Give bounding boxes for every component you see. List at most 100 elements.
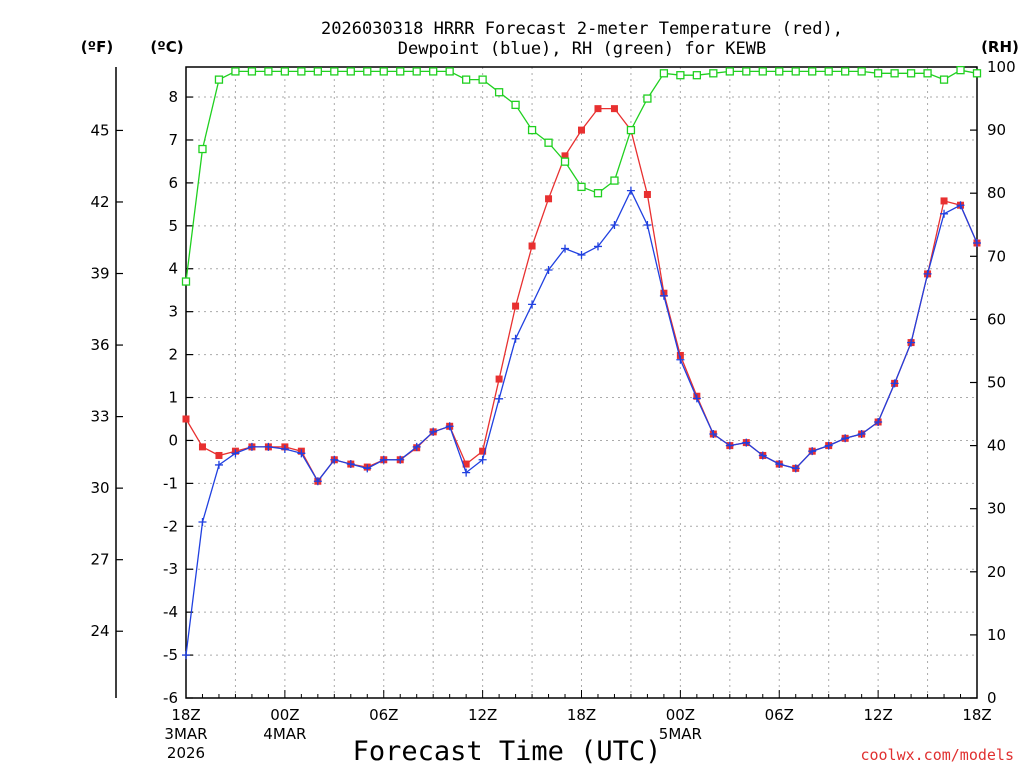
rh-point: [890, 69, 899, 78]
rh-point: [247, 67, 257, 76]
dewpoint-point: [659, 291, 668, 300]
credit-label: coolwx.com/models: [860, 746, 1014, 764]
rh-point: [198, 144, 207, 154]
rh-point: [396, 67, 405, 76]
rh-point: [873, 69, 883, 78]
dewpoint-point: [692, 394, 701, 403]
celsius-tick-label: -6: [163, 689, 178, 707]
dewpoint-point: [511, 334, 520, 343]
rh-point: [313, 67, 322, 76]
celsius-tick-label: 1: [168, 389, 178, 407]
rh-tick-label: 50: [987, 374, 1006, 392]
rh-point: [577, 182, 586, 192]
rh-point: [527, 125, 537, 135]
rh-point: [824, 67, 833, 76]
rh-point: [264, 67, 273, 76]
dewpoint-point: [890, 379, 899, 388]
rh-point: [972, 69, 982, 78]
x-tick-label: 00Z: [270, 706, 299, 724]
temperature-point: [578, 126, 585, 134]
rh-point: [775, 67, 784, 76]
celsius-tick-label: 6: [168, 174, 178, 192]
rh-tick-label: 80: [987, 184, 1006, 202]
rh-point: [939, 75, 949, 84]
dewpoint-point: [313, 477, 322, 486]
rh-point: [593, 189, 603, 198]
dewpoint-point: [791, 464, 800, 473]
dewpoint-point: [808, 447, 817, 456]
rh-point: [346, 67, 355, 76]
rh-tick-label: 70: [987, 247, 1006, 265]
temperature-point: [182, 415, 190, 423]
fahrenheit-tick-label: 30: [90, 479, 109, 497]
x-tick-label: 18Z: [962, 706, 991, 724]
dewpoint-point: [593, 242, 602, 251]
dewpoint-point: [478, 455, 487, 464]
dewpoint-point: [907, 338, 916, 347]
dewpoint-point: [775, 460, 784, 469]
rh-point: [906, 69, 916, 78]
rh-point: [923, 69, 932, 78]
x-tick-label: 12Z: [863, 706, 892, 724]
celsius-tick-label: -2: [163, 517, 178, 535]
rh-point: [363, 67, 372, 76]
celsius-tick-label: 7: [168, 131, 178, 149]
celsius-tick-label: 3: [168, 303, 178, 321]
celsius-tick-label: 4: [168, 260, 178, 278]
temperature-point: [676, 351, 684, 359]
celsius-tick-label: 0: [168, 431, 178, 449]
rh-point: [478, 75, 487, 84]
dewpoint-point: [412, 442, 421, 451]
rh-point: [659, 69, 669, 78]
rh-point: [643, 94, 652, 103]
dewpoint-point: [214, 460, 223, 469]
x-axis-label: Forecast Time (UTC): [353, 736, 662, 767]
dewpoint-point: [495, 394, 504, 403]
rh-point: [445, 67, 454, 76]
x-year-label: 2026: [167, 744, 205, 762]
dewpoint-point: [874, 417, 883, 426]
temperature-point: [594, 105, 602, 113]
dewpoint-point: [857, 430, 866, 439]
dewpoint-point: [742, 438, 751, 447]
rh-tick-label: 30: [987, 500, 1006, 518]
rh-point: [297, 67, 306, 76]
chart-title-line2: Dewpoint (blue), RH (green) for KEWB: [398, 39, 766, 59]
rh-tick-label: 40: [987, 437, 1006, 455]
dewpoint-point: [462, 468, 471, 477]
celsius-tick-label: -4: [163, 603, 178, 621]
dewpoint-point: [544, 266, 553, 275]
fahrenheit-tick-label: 45: [90, 121, 109, 139]
x-tick-label: 12Z: [468, 706, 497, 724]
dewpoint-point: [577, 251, 586, 260]
dewpoint-point: [923, 269, 932, 278]
temperature-point: [462, 460, 470, 468]
dewpoint-point: [396, 455, 405, 464]
dewpoint-point: [956, 201, 965, 210]
plot-frame: [185, 66, 978, 699]
chart-title-line1: 2026030318 HRRR Forecast 2-meter Tempera…: [321, 19, 843, 39]
dewpoint-point: [824, 441, 833, 450]
dewpoint-point: [973, 238, 981, 247]
x-date-label: 4MAR: [263, 725, 306, 743]
series-layer: [181, 66, 982, 660]
rh-point: [379, 67, 388, 76]
dewpoint-point: [841, 434, 850, 443]
temperature-point: [215, 451, 223, 459]
temperature-point: [940, 197, 948, 205]
dewpoint-point: [379, 455, 388, 464]
x-tick-label: 18Z: [567, 706, 596, 724]
rh-tick-label: 90: [987, 121, 1006, 139]
dewpoint-point: [725, 441, 734, 450]
rh-point: [626, 125, 636, 135]
dewpoint-point: [676, 355, 685, 364]
grid: [186, 67, 977, 699]
dewpoint-point: [346, 460, 355, 469]
rh-point: [231, 67, 240, 76]
rh-point: [725, 67, 734, 76]
temperature-point: [643, 190, 651, 198]
celsius-tick-label: 5: [168, 217, 178, 235]
rh-point: [791, 67, 800, 76]
rh-point: [857, 67, 866, 76]
rh-unit-label: (RH): [981, 38, 1019, 56]
